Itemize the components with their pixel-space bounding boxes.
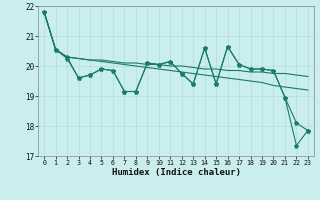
X-axis label: Humidex (Indice chaleur): Humidex (Indice chaleur): [111, 168, 241, 177]
